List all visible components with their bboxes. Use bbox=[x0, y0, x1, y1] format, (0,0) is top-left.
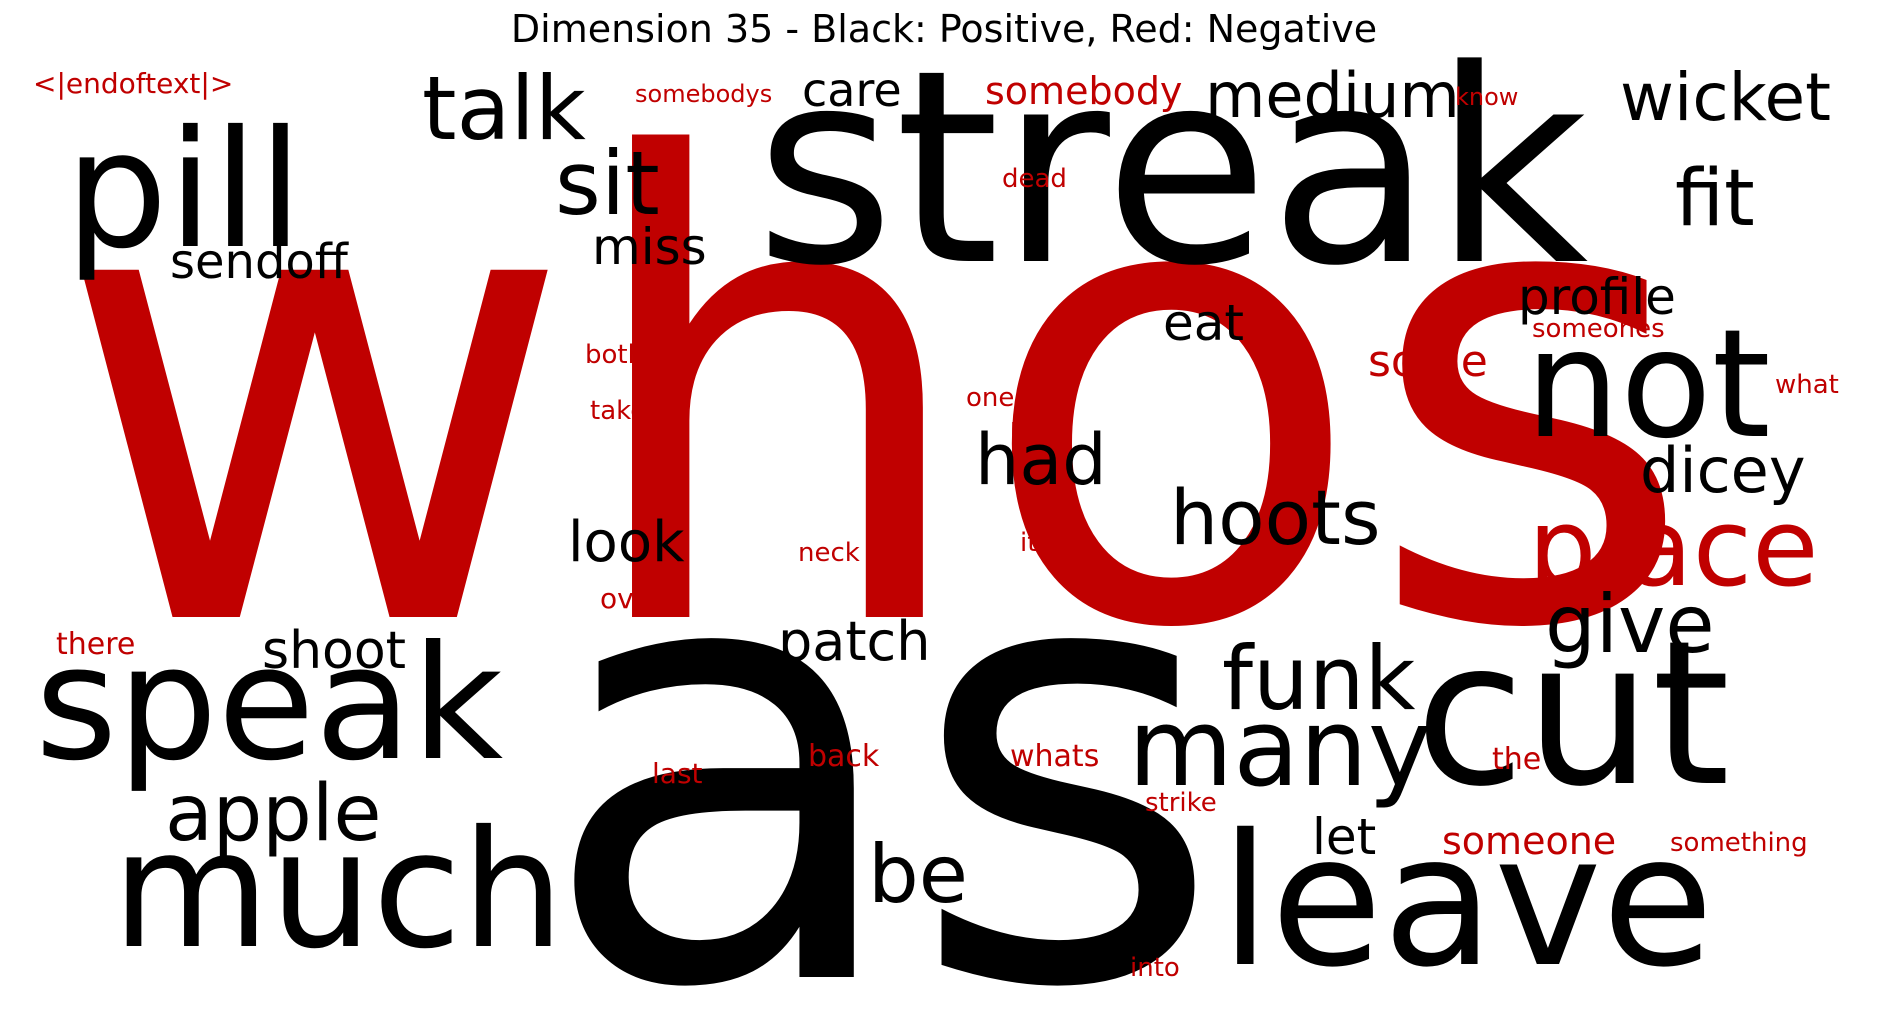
word-sendoff: sendoff bbox=[170, 234, 348, 290]
word-as: as bbox=[538, 415, 1224, 1010]
word-be: be bbox=[868, 828, 968, 921]
word-apple: apple bbox=[165, 769, 382, 859]
word-new: new bbox=[1010, 413, 1060, 441]
word-give: give bbox=[1545, 578, 1715, 671]
word-leave: leave bbox=[1220, 795, 1714, 1007]
word-patch: patch bbox=[778, 610, 931, 673]
word-shoot: shoot bbox=[262, 621, 407, 681]
word-neck: neck bbox=[798, 538, 860, 568]
word-its: its bbox=[1020, 528, 1051, 558]
word-dicey: dicey bbox=[1640, 434, 1806, 507]
word-profile: profile bbox=[1518, 268, 1676, 326]
word-someone: someone bbox=[1442, 819, 1617, 863]
word-pill: pill bbox=[65, 97, 303, 285]
word-back: back bbox=[808, 739, 880, 774]
word-let: let bbox=[1312, 808, 1377, 866]
word-the: the bbox=[1492, 742, 1542, 777]
word-pay: pay bbox=[305, 280, 353, 310]
word-talk: talk bbox=[422, 57, 586, 160]
word-endoftext: <|endoftext|> bbox=[33, 67, 234, 100]
word-takes: takes bbox=[590, 396, 660, 426]
chart-title: Dimension 35 - Black: Positive, Red: Neg… bbox=[510, 7, 1378, 51]
word-both: both bbox=[585, 340, 645, 370]
word-sit: sit bbox=[555, 132, 660, 235]
word-many: many bbox=[1128, 686, 1432, 811]
word-funk: funk bbox=[1222, 627, 1416, 730]
word-much: much bbox=[112, 797, 565, 985]
word-medium: medium bbox=[1205, 59, 1460, 132]
word-fit: fit bbox=[1675, 154, 1755, 244]
word-had: had bbox=[975, 419, 1107, 501]
word-beat: beat bbox=[390, 589, 454, 622]
word-into: into bbox=[1130, 953, 1180, 983]
word-something: something bbox=[1670, 828, 1808, 858]
word-not: not bbox=[1525, 298, 1771, 472]
word-some: some bbox=[1368, 336, 1488, 387]
word-hoots: hoots bbox=[1170, 473, 1381, 562]
word-wicket: wicket bbox=[1620, 59, 1831, 136]
word-eat: eat bbox=[1163, 294, 1245, 352]
word-somebodys: somebodys bbox=[635, 80, 773, 108]
word-one: one bbox=[966, 383, 1015, 413]
word-dead: dead bbox=[1002, 164, 1067, 194]
word-open: open bbox=[763, 263, 833, 296]
word-cut: cut bbox=[1415, 598, 1731, 831]
word-care: care bbox=[802, 63, 902, 117]
word-whos: whos bbox=[55, 28, 1697, 767]
word-miss: miss bbox=[592, 218, 707, 276]
word-somebody: somebody bbox=[985, 69, 1183, 113]
word-eyes: eyes bbox=[1130, 576, 1191, 606]
word-place: place bbox=[1528, 486, 1819, 611]
word-whats: whats bbox=[1010, 739, 1100, 774]
word-look: look bbox=[568, 510, 685, 575]
word-there: there bbox=[56, 627, 136, 662]
word-know: know bbox=[1455, 83, 1519, 111]
word-last: last bbox=[652, 757, 703, 790]
word-streak: streak bbox=[755, 13, 1589, 325]
word-over: over bbox=[600, 582, 663, 615]
word-someones: someones bbox=[1532, 314, 1665, 344]
word-what: what bbox=[1775, 370, 1839, 400]
word-speak: speak bbox=[35, 612, 504, 796]
word-strike: strike bbox=[1145, 788, 1217, 818]
